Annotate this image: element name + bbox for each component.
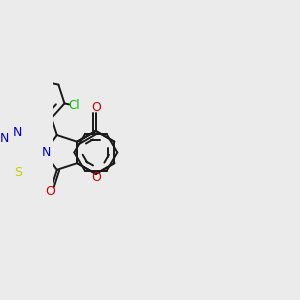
Text: O: O — [45, 185, 55, 198]
Text: O: O — [91, 101, 101, 114]
Text: O: O — [91, 171, 101, 184]
Text: Cl: Cl — [69, 99, 80, 112]
Text: N: N — [0, 132, 9, 145]
Text: N: N — [41, 146, 51, 159]
Text: S: S — [14, 166, 22, 178]
Text: N: N — [13, 126, 22, 139]
